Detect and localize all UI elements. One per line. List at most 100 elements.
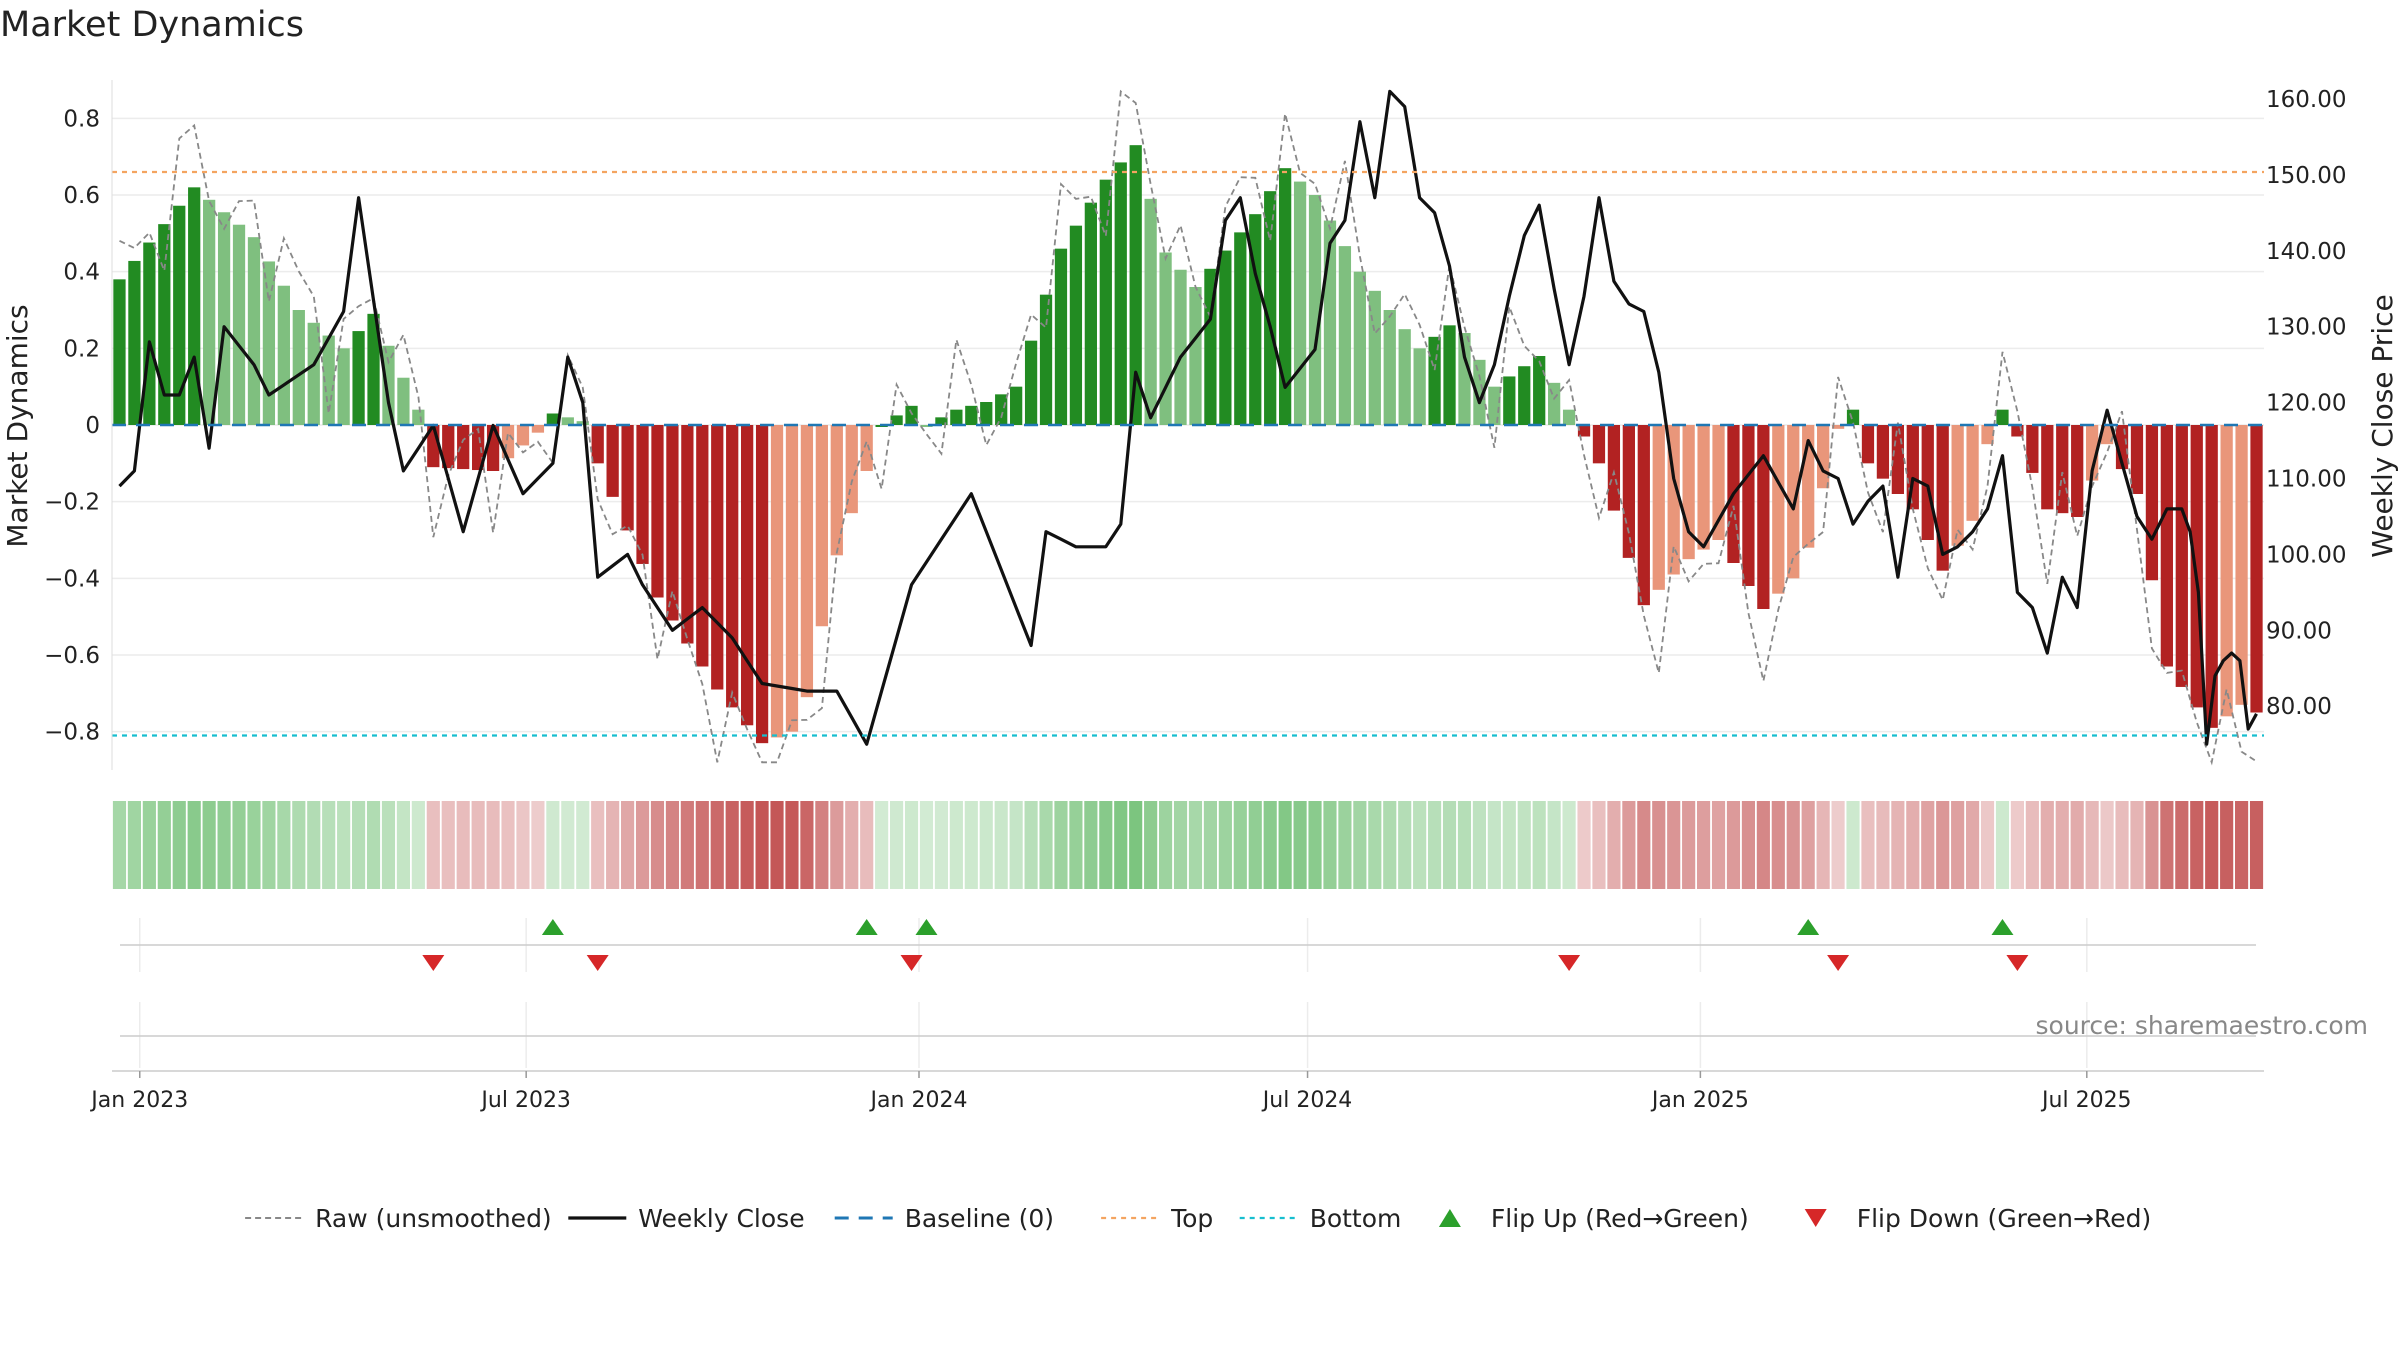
regime-cell-116 bbox=[1846, 801, 1860, 889]
regime-cell-87 bbox=[1413, 801, 1427, 889]
dynamics-bar-12 bbox=[292, 310, 305, 425]
dynamics-bar-63 bbox=[1054, 248, 1068, 425]
regime-cell-102 bbox=[1637, 801, 1651, 889]
regime-cell-130 bbox=[2055, 801, 2069, 889]
regime-cell-135 bbox=[2130, 801, 2144, 889]
dynamics-bar-97 bbox=[1562, 409, 1576, 425]
legend-item-close: Weekly Close bbox=[568, 1204, 805, 1233]
dynamics-bar-59 bbox=[995, 394, 1008, 425]
dynamics-bar-62 bbox=[1039, 294, 1053, 425]
dynamics-bar-140 bbox=[2205, 425, 2218, 728]
dynamics-bar-111 bbox=[1772, 425, 1785, 594]
dynamics-bar-115 bbox=[1831, 425, 1845, 429]
dynamics-bar-68 bbox=[1129, 145, 1142, 425]
dynamics-bar-7 bbox=[217, 212, 231, 425]
regime-cell-94 bbox=[1517, 801, 1531, 889]
dynamics-bar-2 bbox=[143, 242, 156, 425]
dynamics-bar-3 bbox=[158, 224, 171, 425]
regime-cell-91 bbox=[1472, 801, 1486, 889]
regime-cell-137 bbox=[2160, 801, 2174, 889]
regime-cell-2 bbox=[142, 801, 156, 889]
regime-cell-120 bbox=[1906, 801, 1920, 889]
dynamics-bar-53 bbox=[905, 405, 918, 425]
regime-cell-64 bbox=[1069, 801, 1083, 889]
dynamics-bar-42 bbox=[741, 425, 754, 726]
legend-label-baseline: Baseline (0) bbox=[905, 1204, 1054, 1233]
dynamics-bar-34 bbox=[621, 425, 634, 531]
dynamics-bar-20 bbox=[412, 409, 425, 425]
regime-cell-45 bbox=[785, 801, 799, 889]
dynamics-bar-4 bbox=[173, 205, 186, 425]
dynamics-bar-17 bbox=[367, 313, 380, 425]
dynamics-bar-86 bbox=[1398, 329, 1411, 425]
regime-cell-113 bbox=[1801, 801, 1815, 889]
dynamics-bar-107 bbox=[1712, 425, 1725, 540]
regime-cell-108 bbox=[1726, 801, 1741, 889]
dynamics-bar-143 bbox=[2250, 425, 2263, 713]
dynamics-bar-83 bbox=[1353, 271, 1366, 425]
dynamics-bar-142 bbox=[2235, 425, 2248, 705]
regime-cell-133 bbox=[2100, 801, 2114, 889]
legend: Raw (unsmoothed) Weekly Close Baseline (0)… bbox=[245, 1204, 2151, 1233]
regime-cell-61 bbox=[1024, 801, 1038, 889]
x-axis: Jan 2023 Jul 2023 Jan 2024 Jul 2024 Jan 2025… bbox=[89, 1071, 2132, 1113]
regime-cell-50 bbox=[860, 801, 874, 889]
regime-cell-76 bbox=[1248, 801, 1262, 889]
dynamics-bar-45 bbox=[785, 425, 799, 732]
dynamics-bar-43 bbox=[755, 425, 769, 744]
dynamics-bar-24 bbox=[472, 425, 485, 471]
regime-cell-20 bbox=[411, 801, 425, 889]
dynamics-bar-66 bbox=[1099, 179, 1112, 425]
flip-down-marker-0 bbox=[422, 955, 445, 971]
regime-cell-126 bbox=[1995, 801, 2010, 889]
flip-down-marker-3 bbox=[1558, 955, 1581, 971]
regime-cell-118 bbox=[1876, 801, 1890, 889]
dynamics-bar-137 bbox=[2160, 425, 2173, 667]
dynamics-bar-90 bbox=[1458, 333, 1471, 425]
regime-cell-15 bbox=[337, 801, 351, 889]
dynamics-bar-6 bbox=[203, 199, 216, 425]
dynamics-bar-15 bbox=[337, 348, 350, 425]
dynamics-bar-44 bbox=[770, 425, 784, 738]
regime-cell-97 bbox=[1562, 801, 1576, 889]
regime-cell-88 bbox=[1428, 801, 1442, 889]
dynamics-bar-65 bbox=[1084, 202, 1097, 425]
dynamics-bar-78 bbox=[1279, 168, 1292, 425]
flip-up-marker-2 bbox=[915, 919, 938, 935]
x-tick-label-2: Jan 2024 bbox=[869, 1088, 968, 1113]
regime-cell-129 bbox=[2040, 801, 2054, 889]
regime-cell-55 bbox=[934, 801, 948, 889]
dynamics-bar-82 bbox=[1338, 246, 1352, 425]
regime-cell-53 bbox=[904, 801, 919, 889]
dynamics-bar-136 bbox=[2145, 425, 2159, 581]
regime-cell-34 bbox=[621, 801, 635, 889]
dynamics-bar-40 bbox=[711, 425, 724, 690]
dynamics-bar-49 bbox=[845, 425, 858, 514]
flip-down-marker-5 bbox=[2006, 955, 2029, 971]
y2-tick-label-6: 100.00 bbox=[2266, 542, 2346, 568]
chart-title: Market Dynamics bbox=[0, 5, 304, 45]
regime-cell-75 bbox=[1233, 801, 1247, 889]
regime-cell-51 bbox=[875, 801, 889, 889]
dynamics-bar-41 bbox=[726, 425, 739, 708]
dynamics-bar-135 bbox=[2130, 425, 2144, 494]
dynamics-bar-55 bbox=[935, 417, 948, 425]
dynamics-bar-116 bbox=[1846, 409, 1860, 425]
empty-bottom-panel bbox=[112, 1002, 2264, 1072]
regime-cell-68 bbox=[1129, 801, 1143, 889]
dynamics-bar-117 bbox=[1861, 425, 1875, 464]
y2-tick-label-8: 80.00 bbox=[2266, 694, 2332, 720]
regime-cell-18 bbox=[381, 801, 396, 889]
dynamics-bar-56 bbox=[950, 409, 963, 425]
dynamics-bar-36 bbox=[651, 425, 664, 598]
regime-cell-27 bbox=[516, 801, 530, 889]
legend-key-flip-down bbox=[1804, 1209, 1827, 1227]
dynamics-bar-35 bbox=[636, 425, 649, 564]
regime-cell-40 bbox=[710, 801, 724, 889]
dynamics-bar-8 bbox=[232, 224, 246, 425]
dynamics-bar-124 bbox=[1966, 425, 1979, 521]
flip-down-marker-4 bbox=[1827, 955, 1850, 971]
legend-item-flip_up: Flip Up (Red→Green) bbox=[1438, 1204, 1749, 1233]
regime-cell-9 bbox=[247, 801, 261, 889]
raw-unsmoothed-line bbox=[119, 89, 2257, 766]
